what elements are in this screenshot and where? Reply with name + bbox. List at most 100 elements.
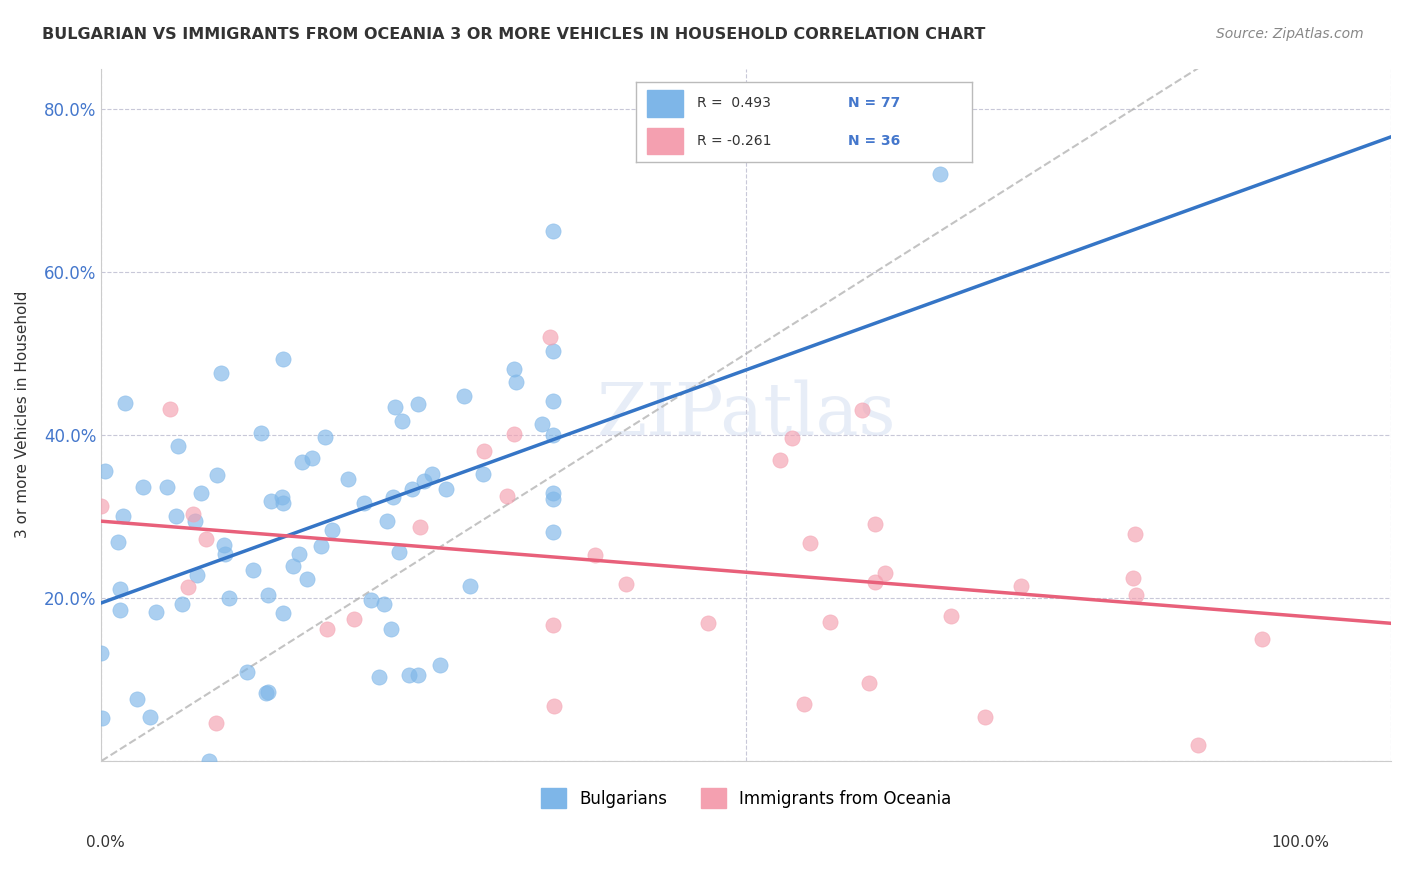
Point bbox=[111, 509, 134, 524]
Point bbox=[373, 598, 395, 612]
Point bbox=[381, 490, 404, 504]
Point bbox=[183, 507, 205, 521]
Point bbox=[159, 402, 181, 417]
Point bbox=[281, 559, 304, 574]
Point bbox=[434, 482, 457, 496]
Point bbox=[583, 549, 606, 563]
Point bbox=[190, 486, 212, 500]
Point bbox=[541, 524, 564, 539]
Point bbox=[1251, 632, 1274, 646]
Y-axis label: 3 or more Vehicles in Household: 3 or more Vehicles in Household bbox=[15, 291, 30, 539]
Point bbox=[207, 467, 229, 482]
Point bbox=[413, 474, 436, 488]
Point bbox=[375, 514, 398, 528]
Point bbox=[156, 480, 179, 494]
Text: 0.0%: 0.0% bbox=[86, 836, 125, 850]
Point bbox=[538, 330, 561, 344]
Point bbox=[793, 697, 815, 711]
Point bbox=[398, 668, 420, 682]
Point bbox=[799, 536, 821, 550]
Point bbox=[388, 545, 411, 559]
Point bbox=[1123, 526, 1146, 541]
Point bbox=[343, 612, 366, 626]
Point bbox=[409, 520, 432, 534]
Point bbox=[337, 472, 360, 486]
Point bbox=[472, 443, 495, 458]
Point bbox=[543, 699, 565, 714]
Point bbox=[1125, 588, 1147, 602]
Point bbox=[531, 417, 554, 431]
Point bbox=[309, 539, 332, 553]
Point bbox=[167, 439, 190, 453]
Point bbox=[184, 514, 207, 528]
Point bbox=[541, 617, 564, 632]
Point bbox=[90, 499, 112, 513]
Point bbox=[408, 667, 430, 681]
Point bbox=[260, 493, 283, 508]
Point bbox=[287, 547, 309, 561]
Point bbox=[505, 375, 527, 389]
Point bbox=[420, 467, 443, 482]
Point bbox=[541, 225, 564, 239]
Point bbox=[271, 496, 294, 510]
Point bbox=[353, 496, 375, 510]
Point bbox=[170, 597, 193, 611]
Point bbox=[458, 579, 481, 593]
Point bbox=[236, 665, 259, 679]
Point bbox=[165, 509, 187, 524]
Point bbox=[614, 576, 637, 591]
Point bbox=[541, 393, 564, 408]
Point bbox=[541, 343, 564, 358]
Text: 100.0%: 100.0% bbox=[1271, 836, 1330, 850]
Point bbox=[863, 574, 886, 589]
Point bbox=[851, 403, 873, 417]
Point bbox=[502, 362, 524, 376]
Point bbox=[495, 489, 517, 503]
Point bbox=[242, 563, 264, 577]
Point bbox=[145, 605, 167, 619]
Point bbox=[503, 426, 526, 441]
Point bbox=[186, 567, 208, 582]
Point bbox=[928, 168, 950, 182]
Point bbox=[198, 754, 221, 768]
Point bbox=[132, 480, 155, 494]
Point bbox=[697, 616, 720, 631]
Point bbox=[256, 588, 278, 602]
Legend: Bulgarians, Immigrants from Oceania: Bulgarians, Immigrants from Oceania bbox=[534, 781, 957, 815]
Point bbox=[218, 591, 240, 605]
Point bbox=[271, 491, 294, 505]
Point bbox=[291, 455, 314, 469]
Point bbox=[453, 389, 475, 403]
Point bbox=[108, 603, 131, 617]
Point bbox=[401, 482, 423, 496]
Point bbox=[541, 492, 564, 507]
Point bbox=[90, 711, 112, 725]
Point bbox=[1122, 571, 1144, 585]
Point bbox=[205, 715, 228, 730]
Point bbox=[127, 692, 149, 706]
Point bbox=[249, 425, 271, 440]
Point bbox=[271, 607, 294, 621]
Point bbox=[863, 516, 886, 531]
Point bbox=[114, 396, 136, 410]
Point bbox=[139, 710, 162, 724]
Point bbox=[1010, 579, 1032, 593]
Point bbox=[94, 464, 117, 478]
Text: BULGARIAN VS IMMIGRANTS FROM OCEANIA 3 OR MORE VEHICLES IN HOUSEHOLD CORRELATION: BULGARIAN VS IMMIGRANTS FROM OCEANIA 3 O… bbox=[42, 27, 986, 42]
Point bbox=[209, 366, 232, 380]
Point bbox=[301, 450, 323, 465]
Point bbox=[107, 535, 129, 549]
Point bbox=[214, 548, 236, 562]
Point bbox=[471, 467, 494, 482]
Point bbox=[782, 432, 804, 446]
Point bbox=[406, 396, 429, 410]
Point bbox=[297, 572, 319, 586]
Point bbox=[769, 453, 792, 467]
Text: Source: ZipAtlas.com: Source: ZipAtlas.com bbox=[1216, 27, 1364, 41]
Point bbox=[858, 675, 880, 690]
Point bbox=[90, 646, 112, 660]
Point bbox=[212, 538, 235, 552]
Point bbox=[429, 657, 451, 672]
Point bbox=[257, 685, 280, 699]
Point bbox=[391, 414, 413, 428]
